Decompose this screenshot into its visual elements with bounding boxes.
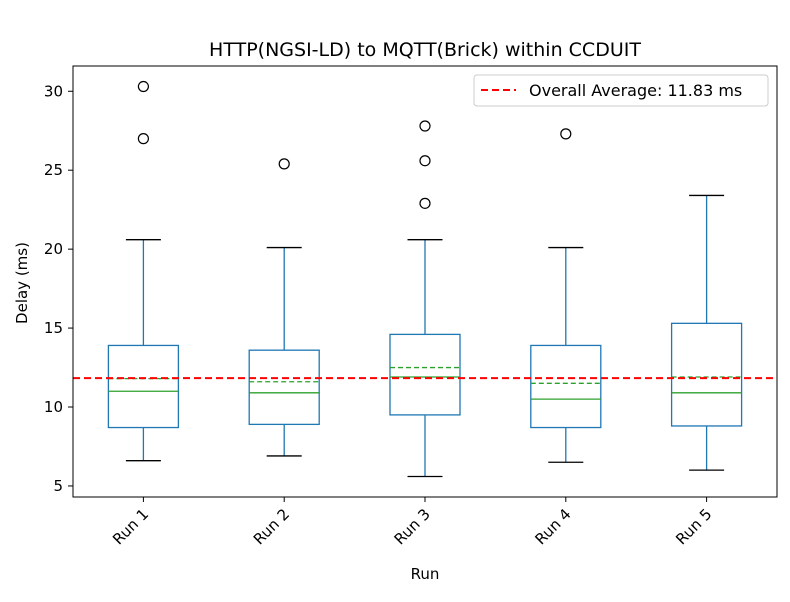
run-5-box [670,322,743,427]
x-tick-label-run-4: Run 4 [531,505,574,548]
x-axis-label: Run [411,565,440,583]
y-axis: 5 10 15 20 25 30 [44,82,73,495]
x-tick-label-run-5: Run 5 [672,505,715,548]
run-1-box [107,344,180,429]
y-tick-label-30: 30 [44,82,63,100]
run-3-outlier-2 [419,155,431,167]
run-4-outlier-1 [560,128,572,140]
run-1-outlier-2 [137,80,149,93]
run-3-outlier-3 [419,120,431,132]
run-2-outlier-1 [278,158,290,170]
run-1-outlier-1 [137,133,149,145]
run-3-box [389,333,461,416]
y-tick-label-10: 10 [44,398,63,416]
legend-entry-overall-average: Overall Average: 11.83 ms [529,81,742,100]
y-tick-label-5: 5 [53,477,63,495]
y-tick-label-20: 20 [44,240,63,258]
x-tick-label-run-3: Run 3 [391,505,434,548]
x-tick-label-run-1: Run 1 [109,505,152,548]
y-tick-label-25: 25 [44,161,63,179]
legend: Overall Average: 11.83 ms [473,74,769,107]
plot-layer [73,80,777,478]
run-2-box [248,349,320,426]
run-3-outlier-1 [419,197,431,209]
legend-frame [473,74,769,107]
x-axis: Run 1 Run 2 Run 3 Run 4 Run 5 [109,497,715,548]
y-axis-label: Delay (ms) [13,242,31,324]
run-4-box [530,344,602,429]
x-tick-label-run-2: Run 2 [250,505,293,548]
chart-title: HTTP(NGSI-LD) to MQTT(Brick) within CCDU… [209,39,641,61]
y-tick-label-15: 15 [44,319,63,337]
